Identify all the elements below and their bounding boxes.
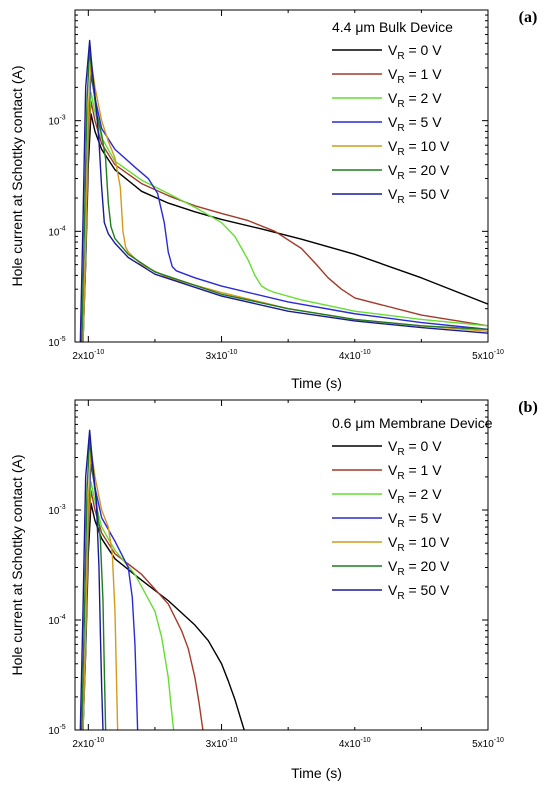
legend-entry-20v: VR = 20 V bbox=[388, 162, 450, 182]
legend-entry-50v: VR = 50 V bbox=[388, 186, 450, 206]
series-group bbox=[79, 429, 245, 730]
x-tick-label: 2x10-10 bbox=[72, 349, 104, 362]
series-line-20v bbox=[80, 48, 488, 342]
series-line-50v bbox=[79, 429, 104, 730]
series-line-10v bbox=[82, 448, 119, 730]
x-tick-label: 2x10-10 bbox=[72, 737, 104, 750]
legend-entry-5v: VR = 5 V bbox=[388, 114, 442, 134]
legend: 4.4 μm Bulk Device VR = 0 V VR = 1 V VR = 2… bbox=[332, 19, 453, 206]
y-tick-label: 10-5 bbox=[48, 336, 65, 349]
y-axis-title: Hole current at Schottky contact (A) bbox=[9, 455, 25, 676]
series-line-0v bbox=[82, 502, 245, 730]
panel-b: 2x10-10 3x10-10 4x10-10 5x10-10 10-5 10-4 10-3… bbox=[9, 399, 538, 781]
legend-entry-5v: VR = 5 V bbox=[388, 510, 442, 530]
series-line-1v bbox=[82, 100, 488, 342]
legend-entry-10v: VR = 10 V bbox=[388, 534, 450, 554]
legend-entry-1v: VR = 1 V bbox=[388, 462, 442, 482]
y-tick-label: 10-3 bbox=[48, 115, 65, 128]
x-tick-label: 5x10-10 bbox=[472, 349, 504, 362]
legend: 0.6 μm Membrane Device VR = 0 V VR = 1 V VR… bbox=[332, 415, 493, 602]
y-tick-label: 10-5 bbox=[48, 724, 65, 737]
panel-label: (a) bbox=[519, 9, 538, 26]
series-line-2v bbox=[82, 91, 488, 342]
legend-entry-1v: VR = 1 V bbox=[388, 66, 442, 86]
legend-entry-50v: VR = 50 V bbox=[388, 582, 450, 602]
legend-title: 0.6 μm Membrane Device bbox=[332, 415, 493, 431]
x-tick-label: 4x10-10 bbox=[339, 737, 371, 750]
x-tick-label: 4x10-10 bbox=[339, 349, 371, 362]
plot-frame bbox=[74, 399, 489, 731]
legend-entry-10v: VR = 10 V bbox=[388, 138, 450, 158]
y-tick-label: 10-4 bbox=[48, 614, 65, 627]
legend-entry-0v: VR = 0 V bbox=[388, 42, 442, 62]
panel-a: 2x10-10 3x10-10 4x10-10 5x10-10 10-5 10-4 10-3… bbox=[9, 9, 537, 391]
legend-entry-20v: VR = 20 V bbox=[388, 558, 450, 578]
x-axis-title: Time (s) bbox=[291, 765, 342, 781]
legend-title: 4.4 μm Bulk Device bbox=[332, 19, 453, 35]
legend-entry-0v: VR = 0 V bbox=[388, 438, 442, 458]
x-axis-title: Time (s) bbox=[291, 375, 342, 391]
x-tick-label: 3x10-10 bbox=[206, 349, 238, 362]
series-group bbox=[79, 39, 488, 342]
legend-entry-2v: VR = 2 V bbox=[388, 90, 442, 110]
y-tick-label: 10-3 bbox=[48, 504, 65, 517]
y-tick-label: 10-4 bbox=[48, 225, 65, 238]
series-line-50v bbox=[79, 39, 488, 342]
y-axis-title: Hole current at Schottky contact (A) bbox=[9, 66, 25, 287]
series-line-0v bbox=[82, 113, 488, 342]
panel-label: (b) bbox=[518, 399, 538, 416]
x-tick-label: 5x10-10 bbox=[472, 737, 504, 750]
x-tick-label: 3x10-10 bbox=[206, 737, 238, 750]
legend-entry-2v: VR = 2 V bbox=[388, 486, 442, 506]
plot-frame bbox=[74, 9, 489, 343]
